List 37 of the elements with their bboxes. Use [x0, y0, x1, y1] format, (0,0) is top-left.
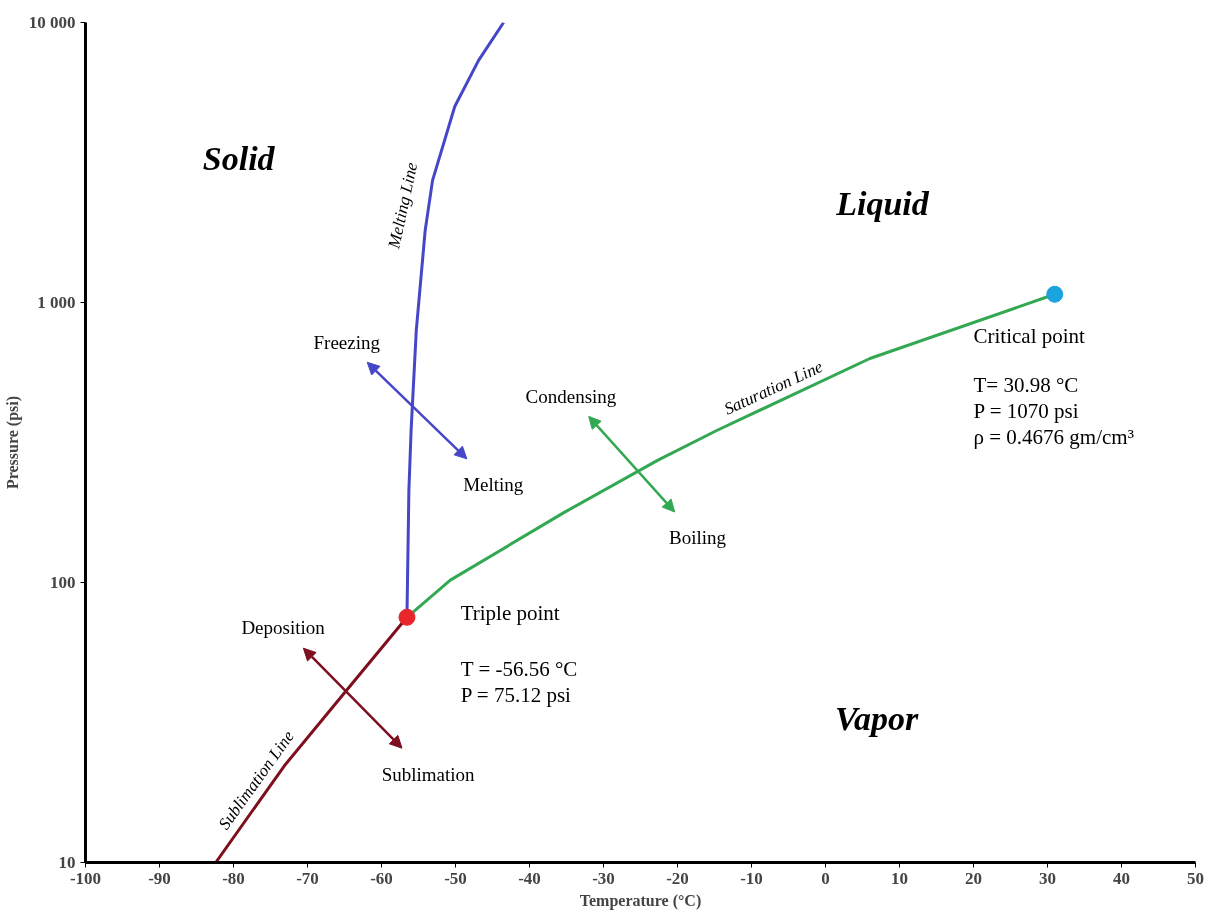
x-tick-label: -60	[370, 868, 393, 888]
annotation: Solid	[202, 139, 276, 177]
x-tick-label: -90	[148, 868, 171, 888]
annotation: Deposition	[241, 617, 326, 639]
x-tick-label: -10	[740, 868, 763, 888]
y-tick-label: 100	[50, 573, 76, 592]
x-tick-label: 40	[1113, 868, 1130, 888]
x-tick-label: -40	[518, 868, 541, 888]
annotation: Sublimation	[381, 764, 476, 786]
annotation: P = 75.12 psi	[460, 682, 572, 707]
annotation: Boiling	[668, 526, 727, 548]
annotation: T= 30.98 °C	[973, 373, 1079, 398]
y-tick-label: 10 000	[28, 13, 76, 32]
x-tick-label: -20	[666, 868, 689, 888]
annotation: Liquid	[835, 184, 930, 222]
annotation: Vapor	[834, 699, 919, 737]
x-axis-title: Temperature (°C)	[579, 891, 702, 910]
annotation: Critical point	[973, 324, 1086, 349]
x-tick-label: 50	[1187, 868, 1204, 888]
annotation: Condensing	[525, 386, 617, 408]
x-tick-label: 20	[965, 868, 982, 888]
x-tick-label: -30	[592, 868, 615, 888]
annotation: ρ = 0.4676 gm/cm³	[973, 425, 1134, 450]
annotation: T = -56.56 °C	[460, 656, 578, 681]
x-tick-label: 10	[891, 868, 908, 888]
annotation: Freezing	[313, 331, 381, 353]
x-tick-label: -80	[222, 868, 245, 888]
x-tick-label: 30	[1039, 868, 1056, 888]
text: Melting Line	[384, 160, 422, 252]
x-tick-label: -70	[296, 868, 319, 888]
annotation: P = 1070 psi	[973, 398, 1079, 423]
x-tick-label: -50	[444, 868, 467, 888]
x-tick-label: 0	[821, 868, 830, 888]
annotation: Triple point	[460, 600, 560, 625]
y-axis-title: Pressure (psi)	[3, 395, 22, 490]
y-tick-label: 1 000	[37, 293, 76, 312]
annotation: Melting	[463, 473, 524, 495]
